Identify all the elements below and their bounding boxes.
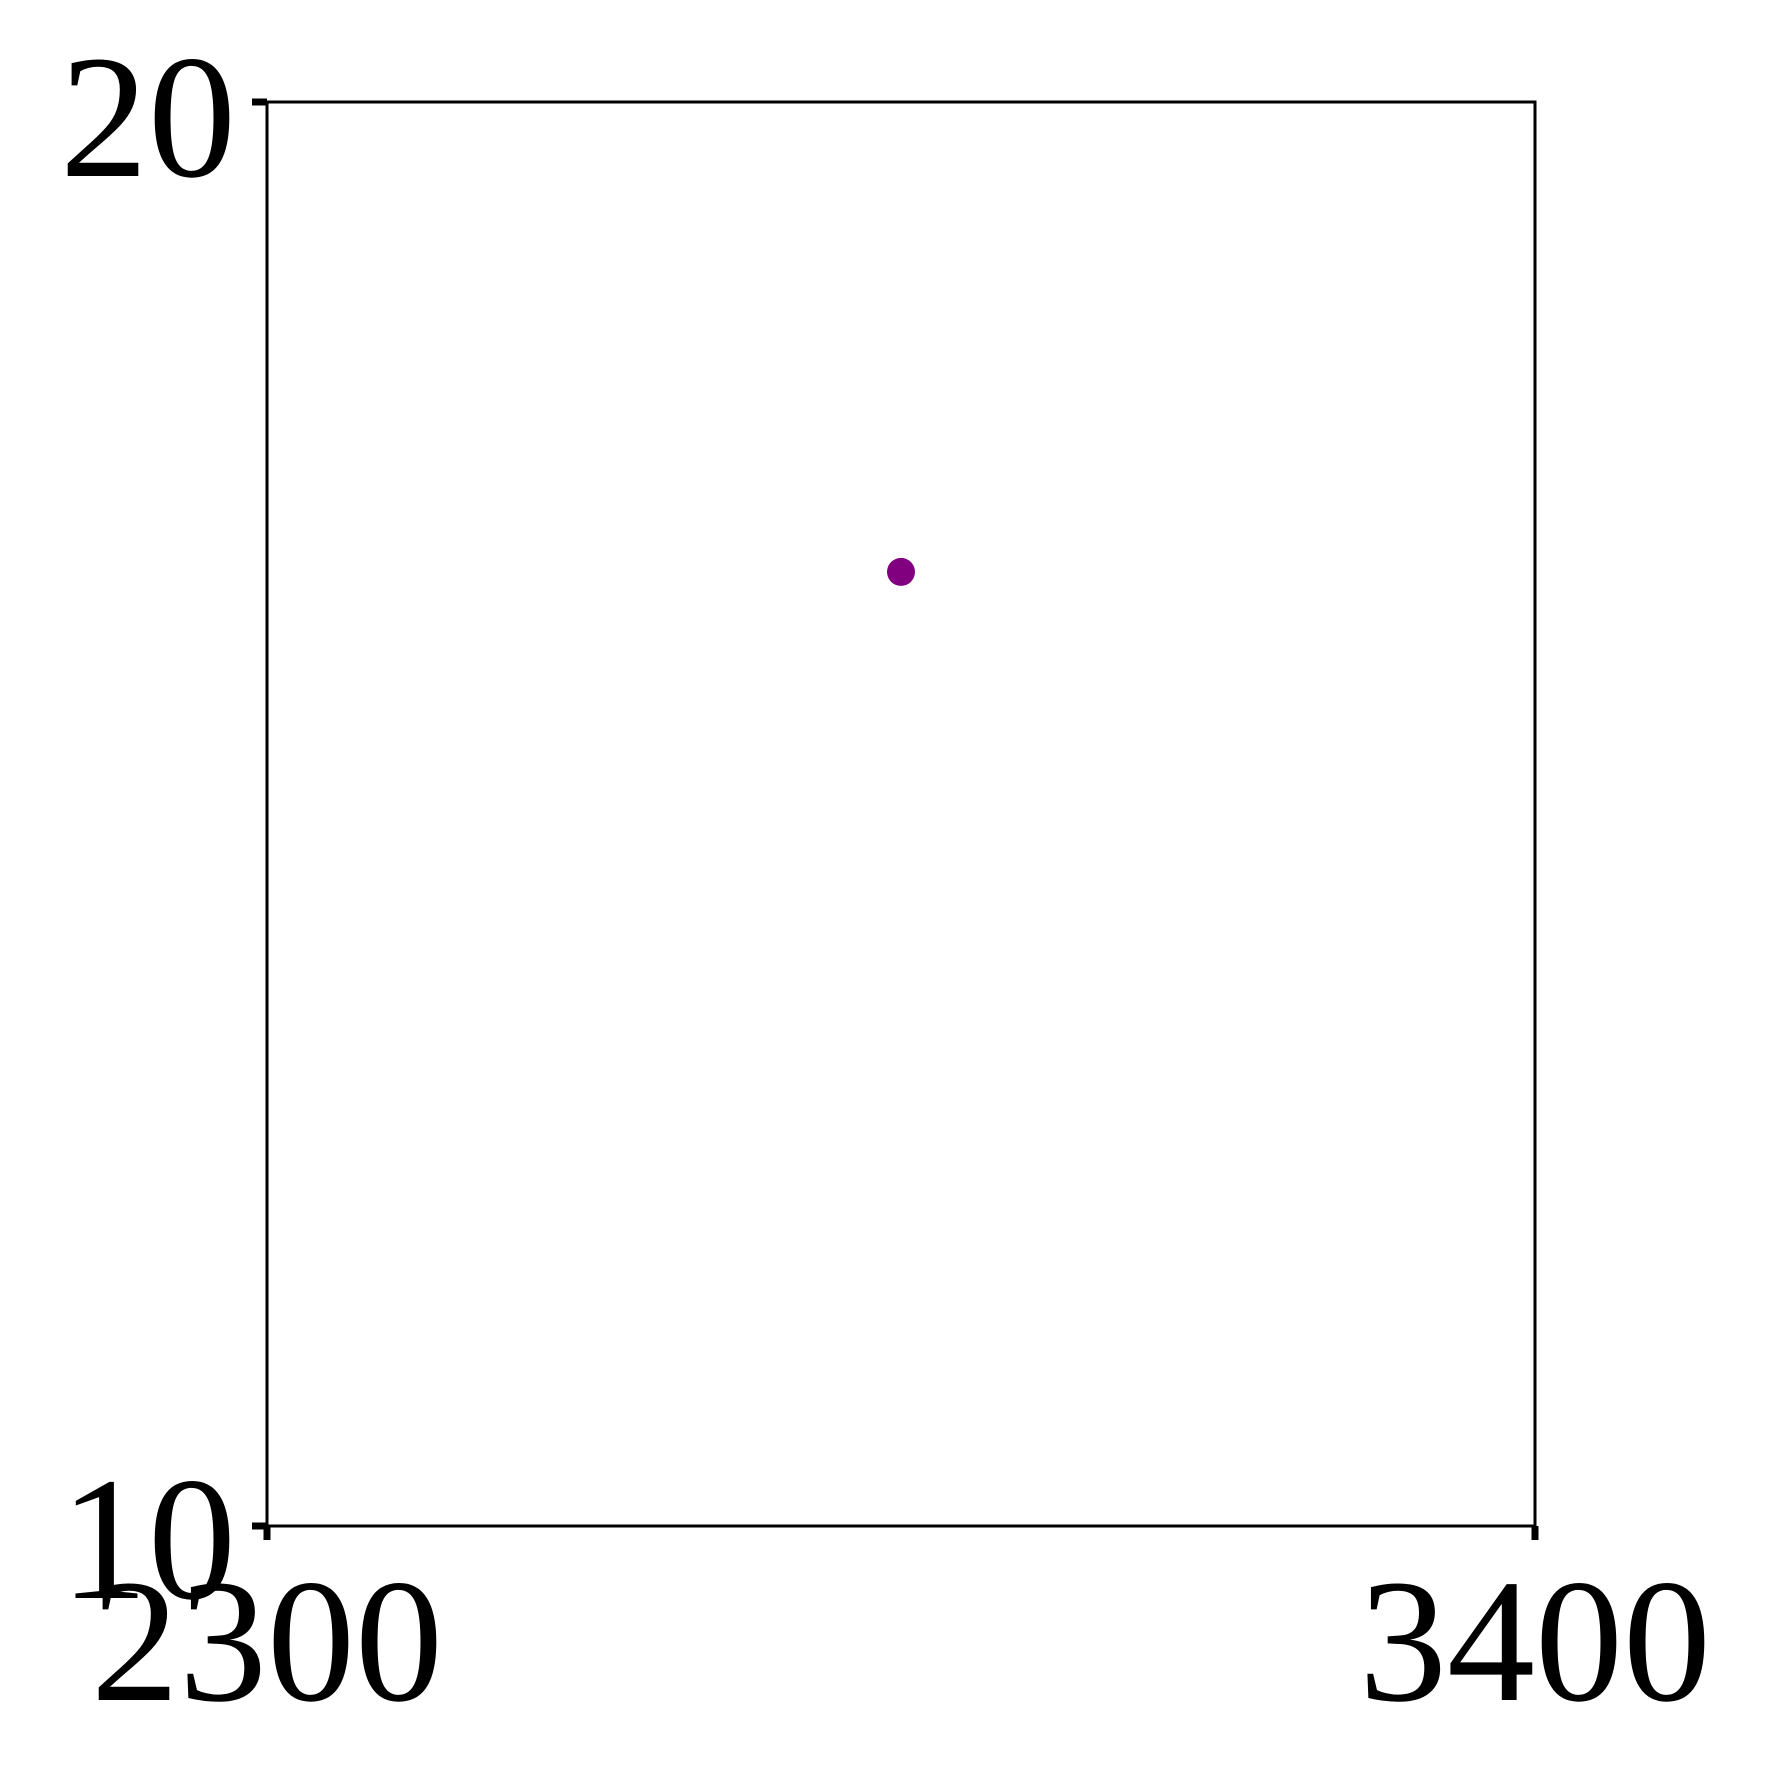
- y-tick-label: 10: [60, 1442, 236, 1637]
- x-tick-label: 3400: [1359, 1544, 1711, 1739]
- x-tick-label: 2300: [91, 1544, 443, 1739]
- data-points: [887, 557, 915, 586]
- y-tick-label: 20: [60, 20, 236, 215]
- x-axis: 2300 3400: [91, 1526, 1711, 1739]
- plot-frame: [265, 100, 1537, 1528]
- data-point: [887, 557, 915, 586]
- y-axis: 20 10: [60, 20, 267, 1637]
